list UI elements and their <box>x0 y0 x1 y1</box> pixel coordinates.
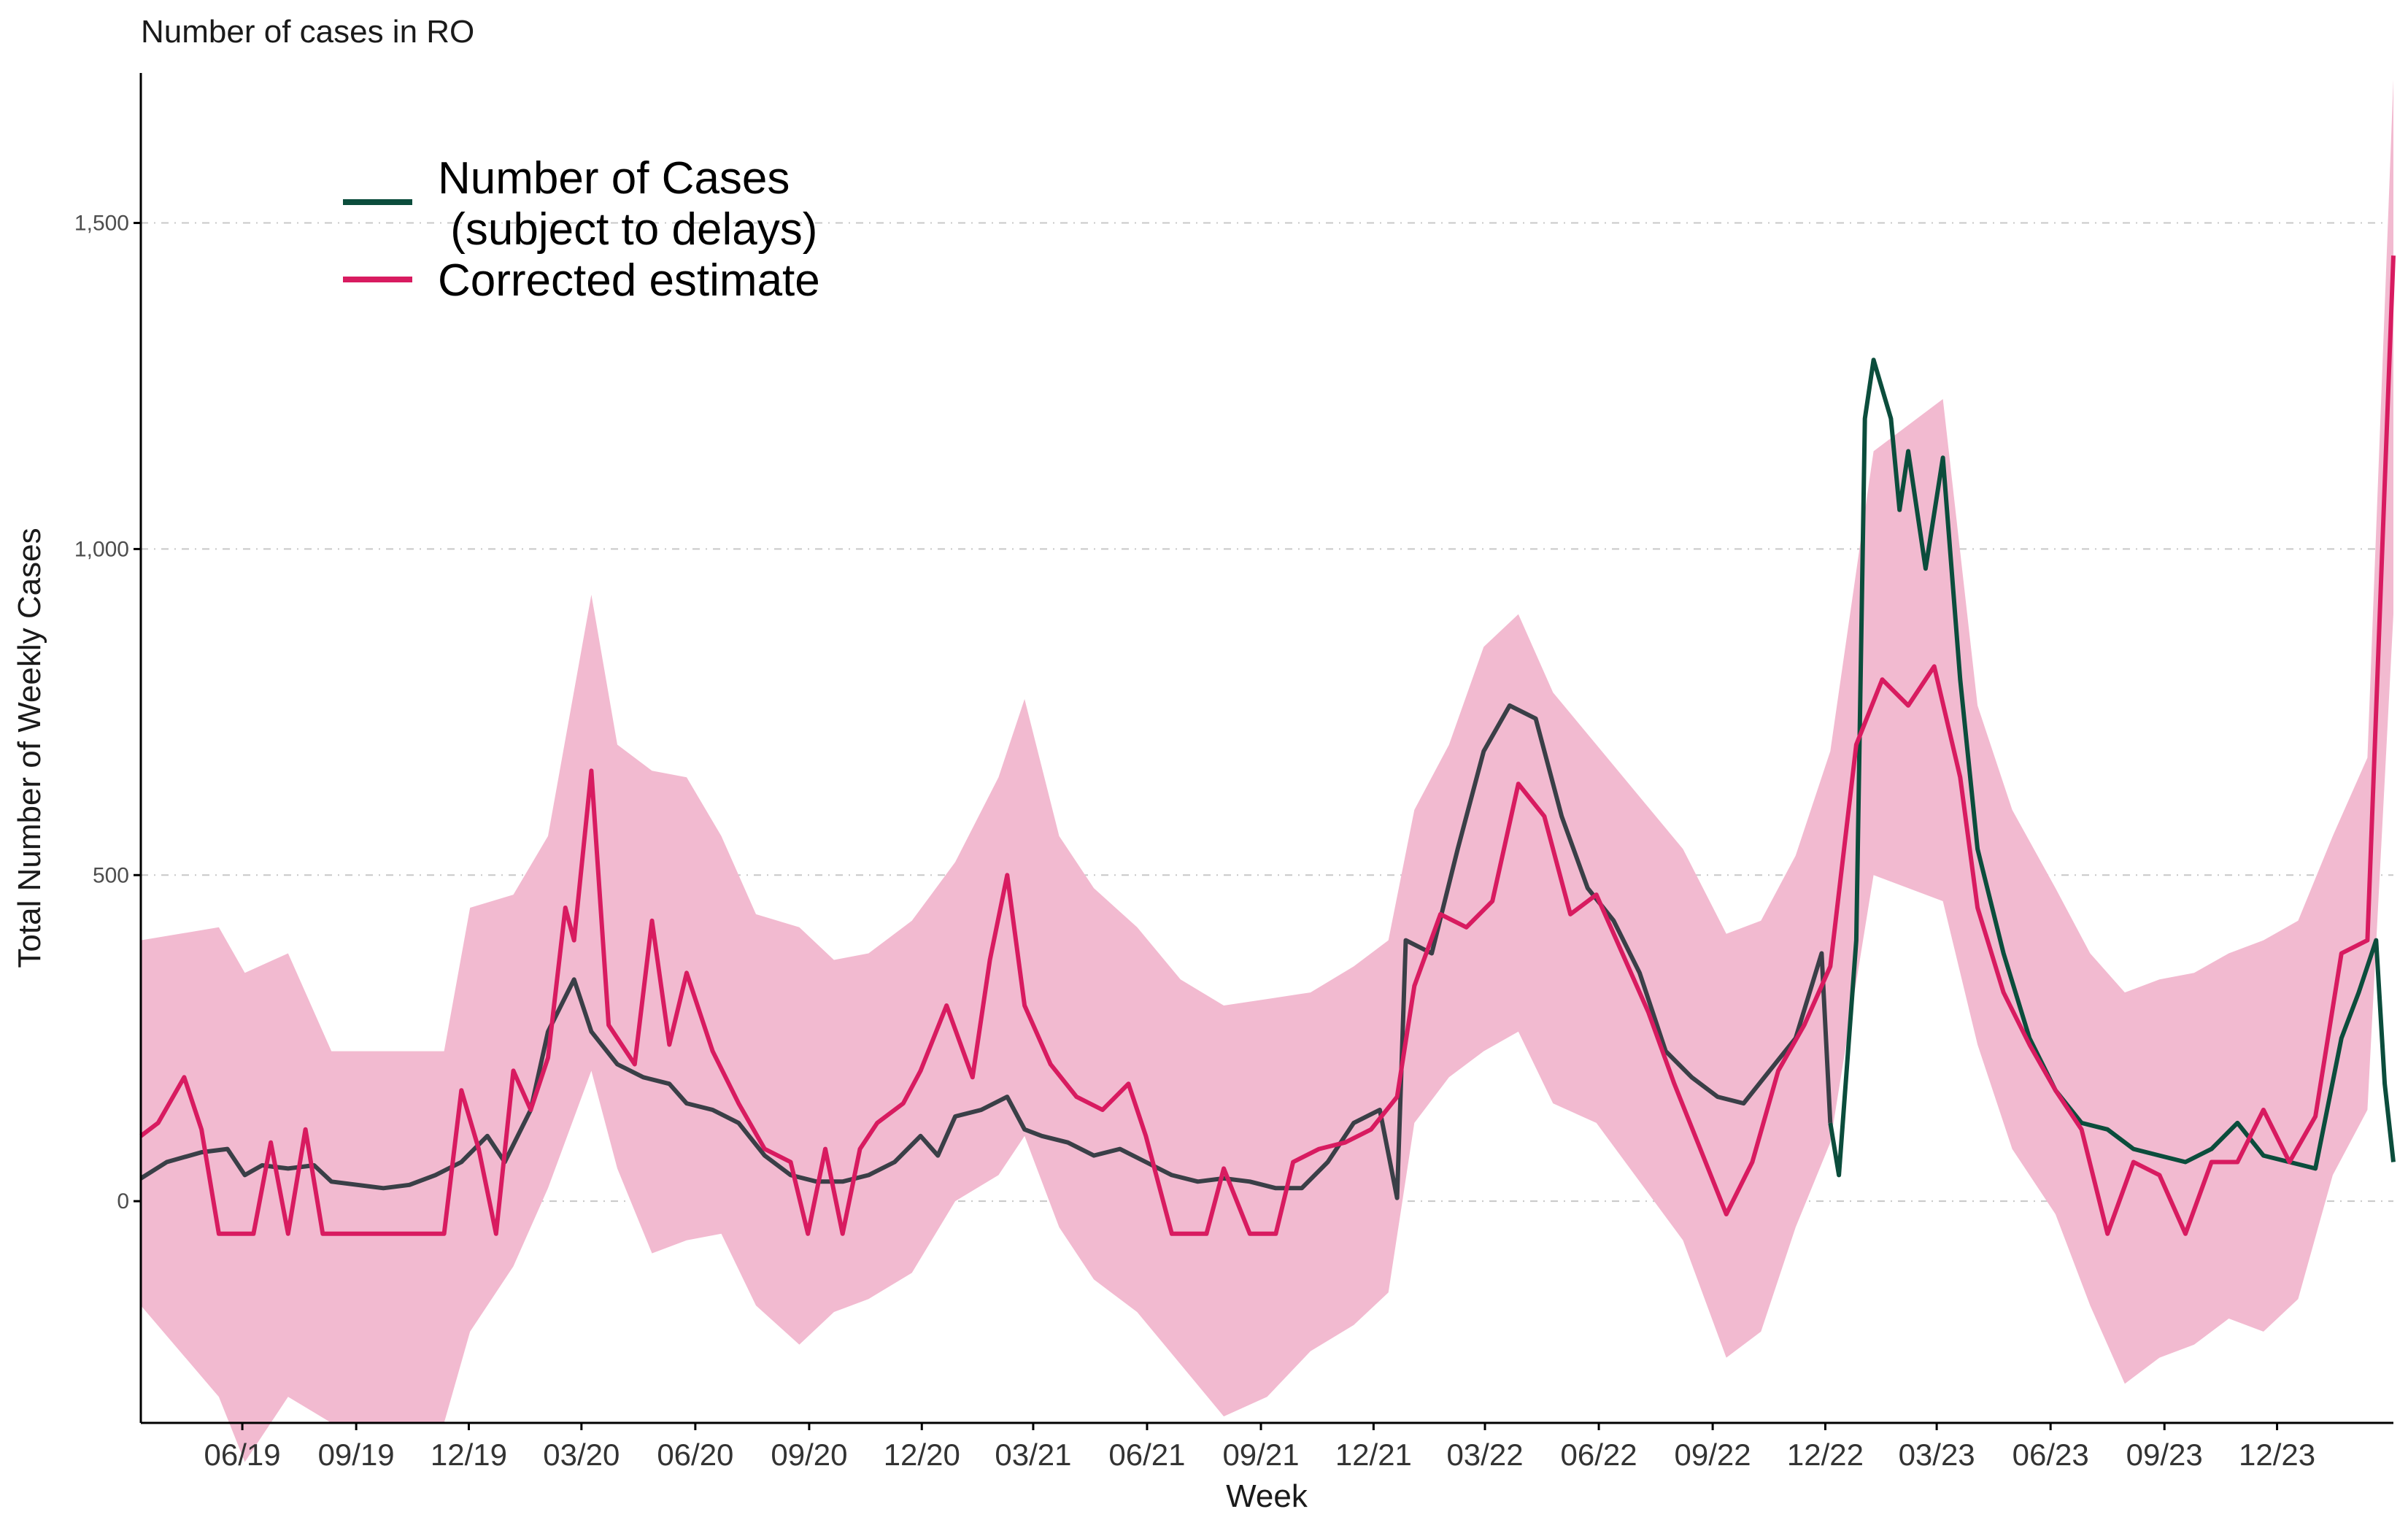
legend-label-cases: Number of Cases <box>438 153 790 204</box>
x-tick-label: 09/20 <box>771 1437 847 1472</box>
series-line-corrected <box>139 255 2396 1236</box>
y-axis-label: Total Number of Weekly Cases <box>12 528 47 968</box>
x-axis-label: Week <box>1226 1478 1308 1514</box>
legend: Number of Cases (subject to delays) Corr… <box>343 153 820 306</box>
legend-label-corrected: Corrected estimate <box>438 255 820 306</box>
x-axis-ticks: 06/19 09/19 12/19 03/20 06/20 09/20 12/20 03/21… <box>204 1423 2315 1472</box>
x-tick-label: 09/21 <box>1222 1437 1299 1472</box>
x-tick-label: 12/23 <box>2239 1437 2315 1472</box>
x-tick-label: 06/22 <box>1561 1437 1637 1472</box>
x-tick-label: 12/19 <box>431 1437 507 1472</box>
series-line-cases <box>139 703 1833 1200</box>
legend-label-cases-line2: (subject to delays) <box>438 204 817 255</box>
y-axis-ticks: 0 500 1,000 1,500 <box>74 212 141 1213</box>
x-tick-label: 12/21 <box>1335 1437 1412 1472</box>
x-tick-label: 06/23 <box>2013 1437 2089 1472</box>
x-tick-label: 06/20 <box>657 1437 733 1472</box>
x-tick-label: 06/21 <box>1108 1437 1185 1472</box>
y-tick-label: 0 <box>117 1189 129 1213</box>
x-tick-label: 12/22 <box>1787 1437 1864 1472</box>
x-tick-label: 06/19 <box>204 1437 281 1472</box>
x-tick-label: 09/23 <box>2126 1437 2203 1472</box>
x-tick-label: 03/20 <box>543 1437 620 1472</box>
x-tick-label: 03/21 <box>995 1437 1071 1472</box>
x-tick-label: 03/22 <box>1446 1437 1523 1472</box>
series-lines <box>139 255 2396 1236</box>
x-tick-label: 09/19 <box>318 1437 395 1472</box>
x-tick-label: 12/20 <box>884 1437 960 1472</box>
y-tick-label: 1,500 <box>74 212 129 236</box>
y-tick-label: 500 <box>93 863 129 887</box>
y-tick-label: 1,000 <box>74 537 129 561</box>
x-tick-label: 03/23 <box>1899 1437 1975 1472</box>
x-tick-label: 09/22 <box>1675 1437 1751 1472</box>
chart-title: Number of cases in RO <box>141 14 474 50</box>
